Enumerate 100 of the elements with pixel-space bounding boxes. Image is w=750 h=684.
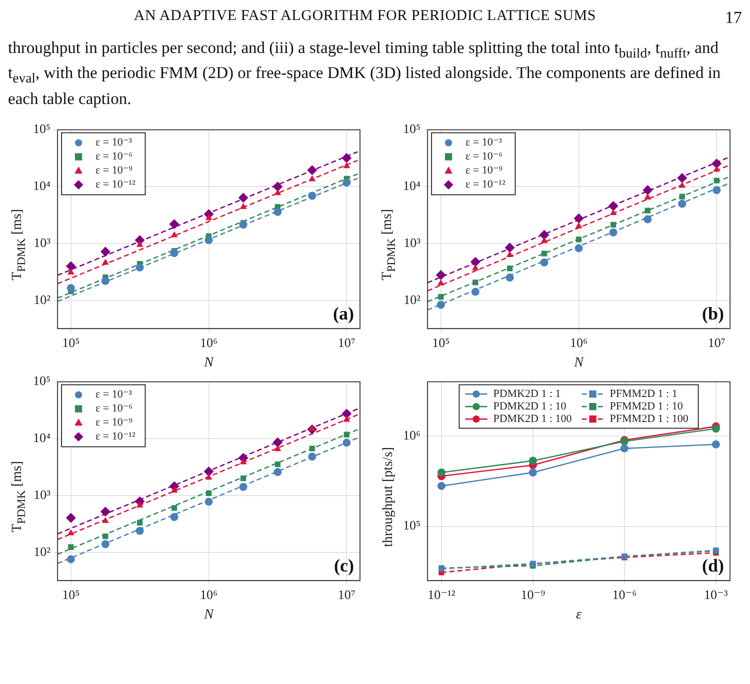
point [308, 424, 316, 430]
y-tick-label: 10⁴ [402, 178, 421, 193]
point [342, 178, 351, 186]
point [170, 486, 178, 492]
y-tick-label: 10² [34, 291, 51, 306]
y-axis-title: throughput [pts/s] [381, 446, 397, 547]
x-tick-label: 10⁶ [570, 334, 588, 350]
point [170, 512, 178, 521]
point [206, 490, 212, 496]
legend-label: ε = 10⁻⁶ [96, 402, 133, 414]
legend-label: PFMM2D 1 : 1 [610, 388, 678, 400]
point [308, 174, 316, 181]
legend-label: ε = 10⁻⁹ [96, 416, 133, 428]
point [136, 240, 144, 246]
point [437, 278, 444, 285]
legend-label: ε = 10⁻¹² [96, 178, 136, 190]
point [471, 287, 480, 296]
point [240, 458, 247, 464]
point [644, 193, 652, 200]
legend-label: ε = 10⁻⁹ [466, 164, 503, 176]
y-tick-label: 10² [404, 291, 421, 306]
y-tick-label: 10³ [34, 486, 51, 502]
point [136, 526, 144, 534]
x-tick-label: 10⁻¹² [428, 586, 456, 602]
point [609, 228, 618, 236]
x-axis-title: N [203, 354, 214, 370]
point [204, 466, 214, 476]
point [608, 200, 618, 211]
annotation: (c) [334, 554, 354, 575]
point [437, 482, 446, 490]
x-tick-label: 10⁶ [200, 334, 218, 350]
text: throughput in particles per second; and (iii) a stage-level timing table splitting the total into t$_{build}$, t$_{nufft}$, and t$_{eval}$, with the periodic FMM (2D) or free-space DMK (3D) listed alongside. The components are defined in each table caption. [8, 38, 721, 108]
point [66, 260, 76, 271]
point [620, 444, 628, 452]
point [712, 158, 722, 168]
y-tick-label: 10⁵ [32, 120, 51, 136]
legend-label: ε = 10⁻³ [96, 388, 133, 400]
point [574, 212, 584, 223]
y-tick-label: 10⁵ [402, 517, 421, 532]
point [240, 202, 247, 209]
point [100, 246, 110, 256]
x-axis-title: ε [576, 606, 582, 622]
point [100, 506, 110, 516]
point [170, 248, 178, 257]
point [343, 162, 350, 168]
point [342, 438, 351, 446]
legend-label: PDMK2D 1 : 1 [493, 388, 561, 400]
point [101, 276, 110, 285]
legend-label: ε = 10⁻⁶ [96, 150, 133, 162]
text: AN ADAPTIVE FAST ALGORITHM FOR PERIODIC LATTICE SUMS [134, 8, 596, 24]
point [677, 172, 688, 183]
point [239, 482, 248, 490]
point [136, 501, 144, 508]
point [68, 544, 74, 550]
point [574, 244, 583, 252]
x-tick-label: 10⁵ [432, 334, 450, 350]
y-tick-label: 10⁵ [32, 372, 51, 388]
point [136, 520, 143, 526]
point [272, 181, 283, 192]
annotation: (a) [333, 302, 354, 323]
point [343, 415, 350, 422]
point [528, 468, 537, 476]
point [171, 504, 178, 510]
x-tick-label: 10⁵ [62, 334, 80, 350]
point [528, 456, 537, 464]
y-tick-label: 10⁴ [32, 178, 51, 193]
point [170, 230, 178, 237]
point [204, 236, 213, 244]
point [274, 208, 282, 216]
point [540, 236, 548, 243]
point [67, 528, 74, 535]
x-axis-title: N [203, 606, 214, 622]
point [240, 475, 246, 481]
point [506, 250, 514, 257]
point [437, 468, 446, 476]
point [642, 184, 653, 195]
point [679, 193, 685, 199]
point [576, 236, 582, 242]
point [342, 408, 352, 418]
point [205, 214, 212, 220]
y-tick-label: 10³ [34, 234, 51, 250]
point [342, 152, 352, 163]
point [610, 221, 616, 228]
x-tick-label: 10⁶ [200, 586, 218, 602]
point [712, 186, 721, 194]
legend-label: ε = 10⁻³ [96, 136, 133, 148]
point [470, 256, 480, 266]
point [307, 164, 318, 175]
point [436, 270, 446, 280]
point [204, 497, 213, 506]
point [309, 445, 315, 451]
text: 17 [725, 8, 742, 28]
legend-label: ε = 10⁻¹² [96, 430, 136, 442]
point [274, 188, 282, 195]
point [472, 264, 479, 270]
point [66, 512, 76, 522]
y-tick-label: 10⁵ [402, 120, 421, 136]
point [678, 199, 686, 208]
point [712, 440, 720, 448]
point [575, 222, 582, 228]
